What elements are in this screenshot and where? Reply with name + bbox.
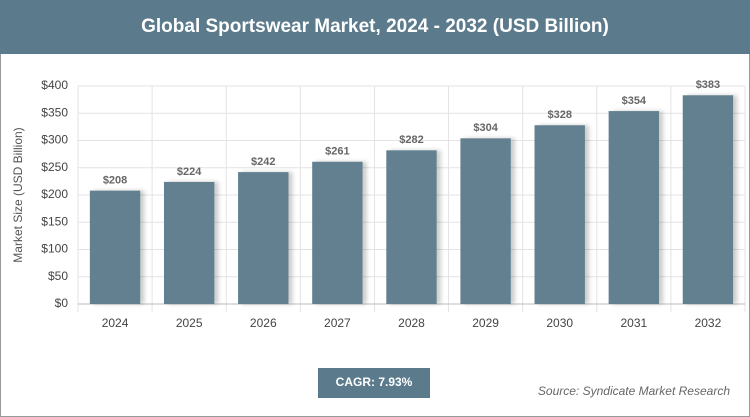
x-tick-label: 2024	[102, 316, 129, 330]
bar	[163, 181, 215, 304]
bar	[89, 190, 141, 304]
value-label: $304	[473, 122, 498, 134]
value-label: $261	[325, 146, 349, 158]
x-tick-label: 2027	[324, 316, 351, 330]
source: Source: Syndicate Market Research	[538, 384, 730, 398]
cagr-box	[318, 368, 430, 398]
x-tick-label: 2029	[472, 316, 499, 330]
x-tick-label: 2028	[398, 316, 425, 330]
value-label: $383	[696, 79, 720, 91]
chart-title: Global Sportswear Market, 2024 - 2032 (U…	[141, 16, 609, 37]
y-tick-label: $250	[41, 160, 68, 174]
x-tick-label: 2026	[250, 316, 277, 330]
value-label: $242	[251, 156, 275, 168]
bar	[608, 111, 660, 304]
y-tick-label: $0	[55, 296, 69, 310]
y-tick-label: $300	[41, 133, 68, 147]
y-tick-label: $350	[41, 105, 68, 119]
y-tick-label: $400	[41, 78, 68, 92]
bar	[460, 138, 511, 304]
value-label: $208	[103, 175, 127, 187]
cagr-label: CAGR: 7.93%	[336, 375, 413, 389]
value-label: $224	[177, 166, 202, 178]
x-tick-label: 2025	[176, 316, 203, 330]
bar	[238, 172, 289, 304]
value-label: $328	[547, 109, 571, 121]
x-tick-label: 2032	[695, 316, 722, 330]
y-tick-label: $200	[41, 187, 68, 201]
bar	[534, 125, 585, 305]
x-tick-label: 2031	[620, 316, 647, 330]
value-label: $282	[399, 134, 423, 146]
y-axis-label: Market Size (USD Billion)	[11, 127, 25, 262]
bar	[312, 161, 363, 304]
y-tick-label: $150	[41, 214, 68, 228]
y-tick-label: $50	[48, 269, 68, 283]
bar	[386, 150, 437, 304]
bar	[682, 95, 734, 304]
value-label: $354	[622, 95, 647, 107]
x-tick-label: 2030	[546, 316, 573, 330]
title-bar	[0, 0, 750, 54]
y-tick-label: $100	[41, 242, 68, 256]
